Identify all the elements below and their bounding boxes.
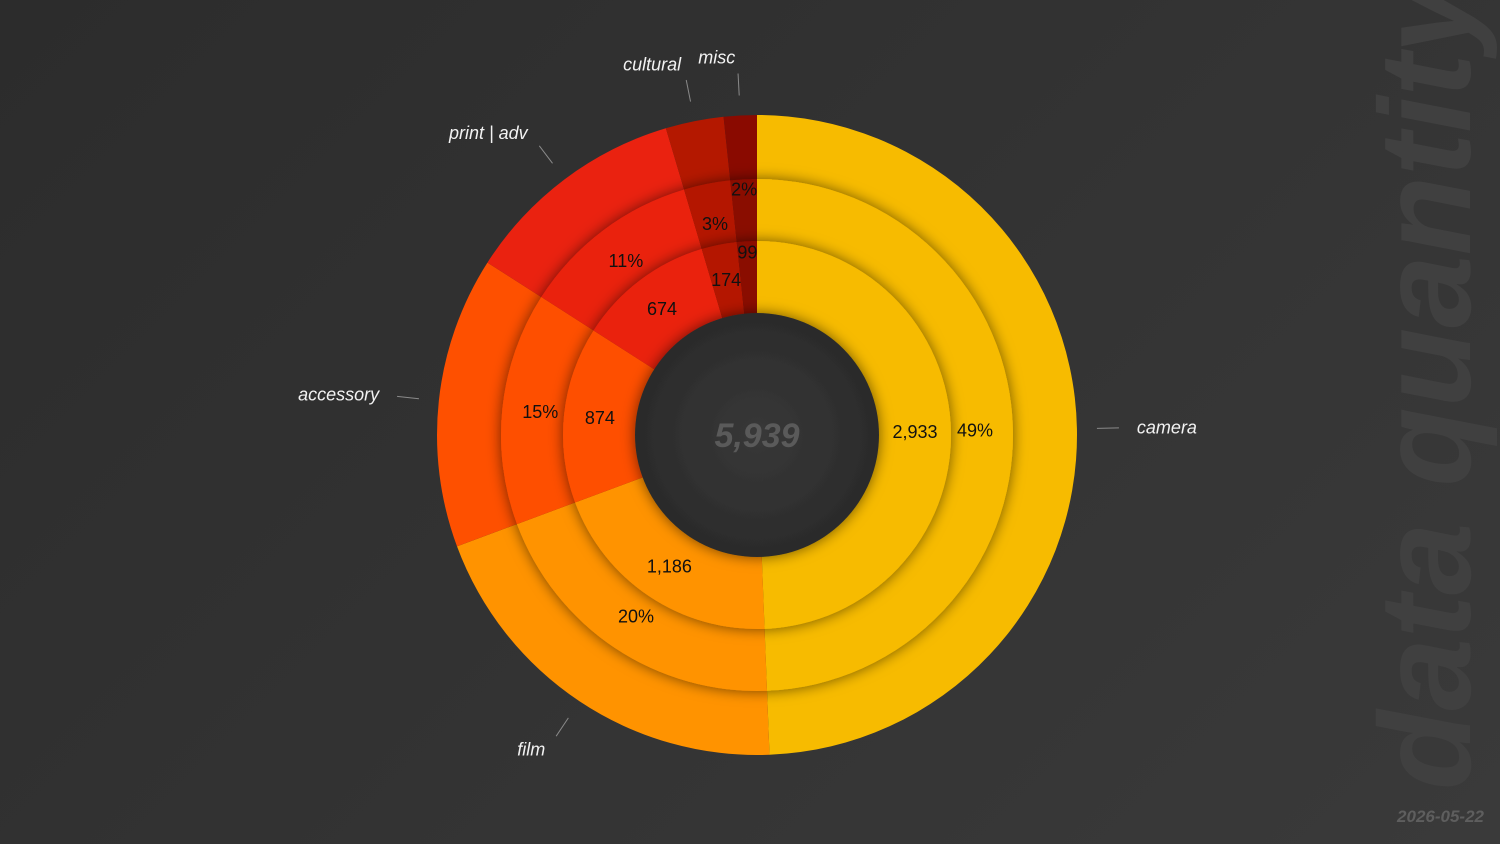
- outer-slice-film: [456, 523, 770, 755]
- middle-slice-print-adv: [541, 189, 703, 332]
- middle-slice-film: [516, 502, 768, 691]
- category-labels: camera film accessory print | adv cultural mi…: [298, 48, 1197, 760]
- category-label-camera: camera: [1137, 418, 1197, 438]
- inner-ring: [563, 241, 952, 629]
- category-label-accessory: accessory: [298, 385, 380, 405]
- inner-slice-film: [575, 476, 765, 629]
- middle-ring: [500, 179, 1013, 691]
- middle-slice-camera: [757, 179, 1013, 691]
- percent-label-cultural: 3%: [702, 214, 728, 234]
- inner-slice-camera: [757, 241, 952, 629]
- middle-slice-misc: [730, 179, 757, 244]
- value-label-cultural: 174: [711, 270, 741, 290]
- percent-label-camera: 49%: [957, 421, 993, 441]
- total-label: 5,939: [714, 417, 799, 455]
- donut-hole: [635, 313, 879, 557]
- value-label-misc: 99: [737, 242, 757, 262]
- value-label-accessory: 874: [585, 408, 615, 428]
- category-label-film: film: [517, 739, 545, 759]
- outer-ring: [437, 115, 1077, 755]
- percent-label-misc: 2%: [731, 179, 757, 199]
- inner-slice-misc: [736, 241, 757, 316]
- inner-slice-cultural: [701, 242, 745, 320]
- outer-slice-accessory: [437, 262, 543, 547]
- middle-slice-accessory: [500, 297, 595, 525]
- percent-label-film: 20%: [618, 606, 654, 626]
- leader-line-print-adv: [538, 145, 553, 164]
- outer-slice-cultural: [665, 116, 731, 191]
- category-label-misc: misc: [698, 48, 735, 68]
- leader-line-misc: [737, 73, 740, 96]
- inner-slice-print-adv: [593, 249, 723, 371]
- value-label-camera: 2,933: [892, 422, 937, 442]
- inner-slice-accessory: [563, 330, 656, 503]
- outer-slice-camera: [757, 115, 1077, 755]
- value-label-print-adv: 674: [647, 299, 677, 319]
- percent-label-accessory: 15%: [522, 402, 558, 422]
- outer-slice-print-adv: [487, 128, 685, 298]
- date-label: 2026-05-22: [1396, 807, 1485, 826]
- category-label-cultural: cultural: [623, 54, 682, 74]
- category-label-print-adv: print | adv: [448, 123, 529, 143]
- leader-line-film: [555, 717, 569, 737]
- outer-slice-misc: [723, 115, 757, 182]
- leader-line-accessory: [397, 395, 419, 400]
- value-label-film: 1,186: [647, 556, 692, 576]
- leader-line-cultural: [685, 79, 692, 102]
- middle-slice-cultural: [684, 180, 737, 250]
- chart-title-watermark: data quantity: [1352, 0, 1498, 790]
- slice-labels: 2,933 49% 1,186 20% 874 15% 674 11% 174 3% 99 2%: [522, 179, 993, 626]
- percent-label-print-adv: 11%: [609, 251, 644, 271]
